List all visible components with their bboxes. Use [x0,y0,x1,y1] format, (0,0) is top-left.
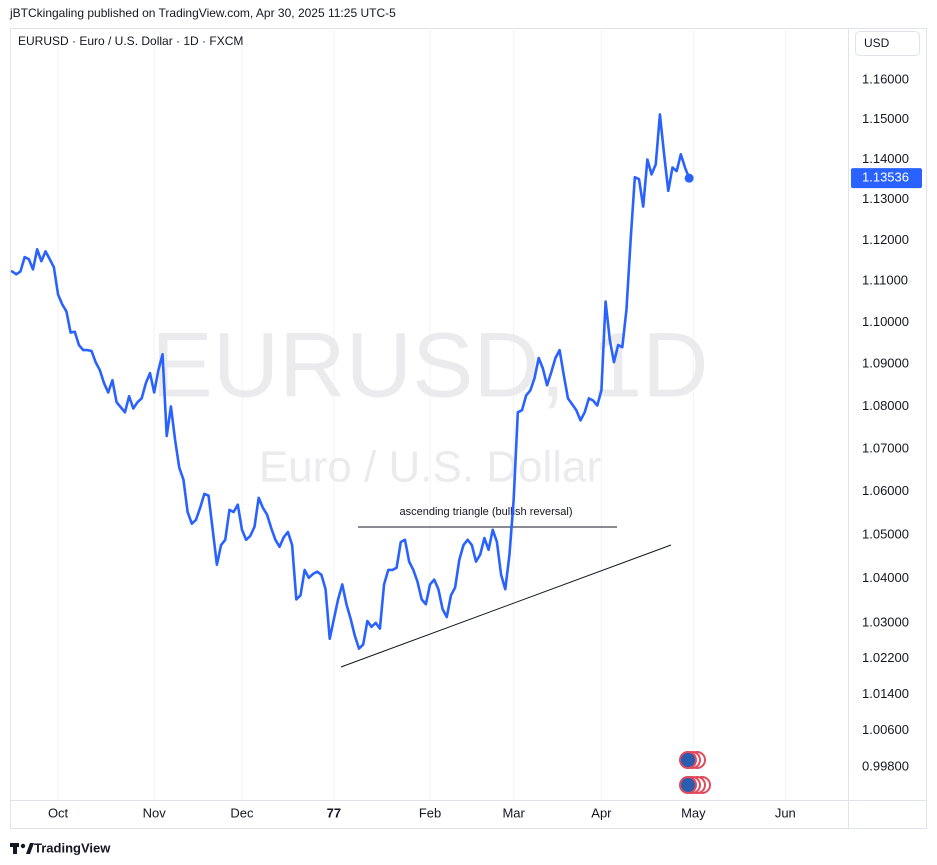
last-price-tag [851,168,922,189]
y-tick-label: 1.02200 [862,650,909,665]
y-tick-label: 1.15000 [862,111,909,126]
y-tick-label: 0.99800 [862,758,909,773]
y-tick-label: 1.06000 [862,483,909,498]
x-tick-label: Jun [775,805,796,820]
x-tick-label: Dec [230,805,254,820]
x-tick-label: Oct [48,805,69,820]
annotation: ascending triangle (bullish reversal) [399,506,572,518]
x-tick-label: Mar [502,805,525,820]
y-tick-label: 1.03000 [862,614,909,629]
currency-label[interactable]: USD [864,36,890,50]
y-tick-label: 1.13000 [862,191,909,206]
publisher-line: jBTCkingaling published on TradingView.c… [9,6,396,20]
x-tick-label: May [681,805,706,820]
grid [57,30,786,800]
support-trendline [340,544,672,668]
y-tick-label: 1.08000 [862,398,909,413]
y-tick-label: 1.10000 [862,314,909,329]
currency-button[interactable] [855,31,920,56]
x-tick-label: Nov [143,805,167,820]
x-tick-label: 77 [327,805,341,820]
y-tick-label: 1.12000 [862,232,909,247]
y-tick-label: 1.14000 [862,151,909,166]
y-tick-label: 1.00600 [862,722,909,737]
y-tick-label: 1.16000 [862,72,909,87]
chart-frame [10,28,927,829]
last-point [684,173,694,183]
x-tick-label: Feb [419,805,441,820]
y-tick-label: 1.11000 [862,273,908,288]
y-tick-label: 1.01400 [862,686,909,701]
y-tick-label: 1.04000 [862,570,909,585]
y-tick-label: 1.05000 [862,526,909,541]
watermark-subtitle: Euro / U.S. Dollar [259,443,601,492]
y-tick-label: 1.09000 [862,356,909,371]
last-price-label: 1.13536 [862,170,909,185]
price-line [10,113,691,650]
brand-logo [10,843,34,854]
watermark: EURUSD, 1D [151,314,708,416]
x-tick-label: Apr [591,805,612,820]
brand: TradingView [34,840,111,855]
event-icons [679,751,711,794]
y-tick-label: 1.07000 [862,440,909,455]
symbol-title: EURUSD · Euro / U.S. Dollar · 1D · FXCM [18,34,243,48]
